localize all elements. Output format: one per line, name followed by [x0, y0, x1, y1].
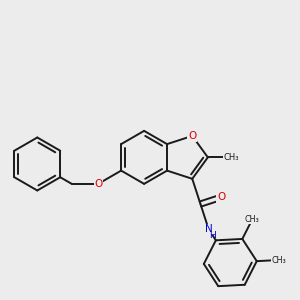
Text: CH₃: CH₃	[271, 256, 286, 265]
Text: CH₃: CH₃	[224, 153, 239, 162]
Text: CH₃: CH₃	[245, 215, 260, 224]
Text: N: N	[205, 224, 212, 234]
Text: O: O	[217, 192, 225, 202]
Text: O: O	[188, 131, 196, 141]
Text: O: O	[94, 179, 102, 189]
Text: H: H	[209, 231, 216, 240]
